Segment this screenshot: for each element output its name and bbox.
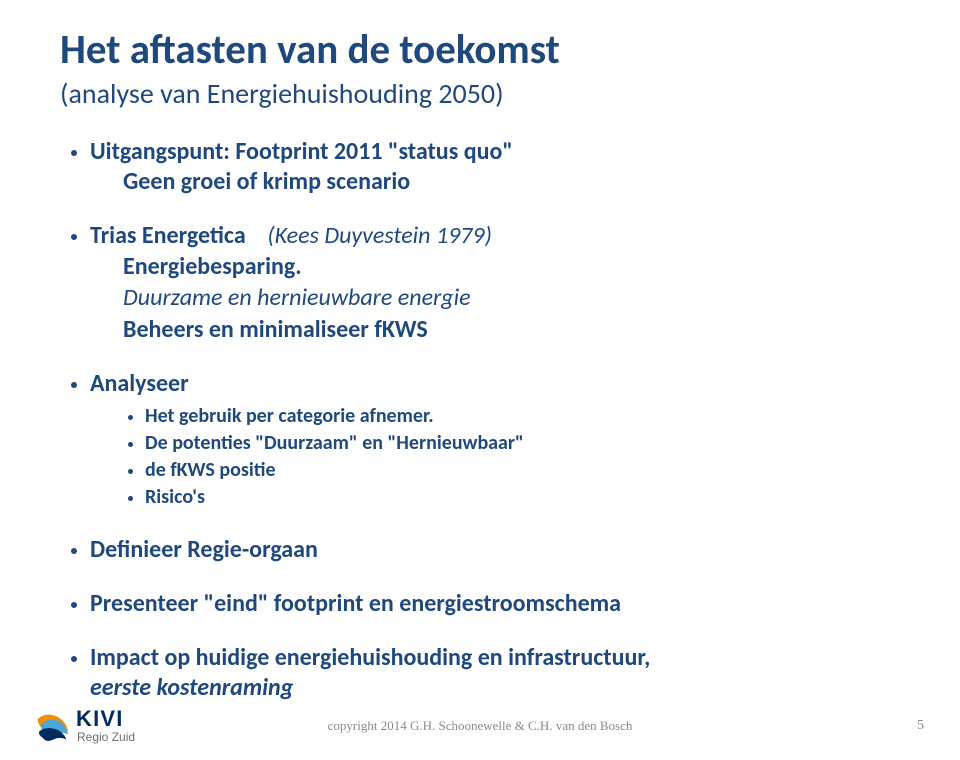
bullet-3: Analyseer Het gebruik per categorie afne… bbox=[90, 369, 900, 511]
bullet-2-line3: Beheers en minimaliseer fKWS bbox=[123, 314, 900, 345]
bullet-2-line1: Energiebesparing. bbox=[123, 251, 900, 282]
bullet-1: Uitgangspunt: Footprint 2011 "status quo… bbox=[90, 137, 900, 197]
bullet-1-text: Uitgangspunt: Footprint 2011 "status quo… bbox=[90, 137, 513, 166]
bullet-3-i1: Het gebruik per categorie afnemer. bbox=[145, 403, 900, 430]
slide-title: Het aftasten van de toekomst bbox=[60, 28, 900, 72]
bullet-2-text-a: Trias Energetica bbox=[90, 221, 246, 250]
bullet-3-i2: De potenties "Duurzaam" en "Hernieuwbaar… bbox=[145, 430, 900, 457]
bullet-list: Uitgangspunt: Footprint 2011 "status quo… bbox=[60, 137, 900, 703]
slide: Het aftasten van de toekomst (analyse va… bbox=[0, 0, 960, 760]
slide-subtitle: (analyse van Energiehuishouding 2050) bbox=[60, 76, 900, 111]
bullet-2: Trias Energetica (Kees Duyvestein 1979) … bbox=[90, 221, 900, 345]
bullet-1-subline: Geen groei of krimp scenario bbox=[123, 167, 900, 197]
bullet-6-text: Impact op huidige energiehuishouding en … bbox=[90, 643, 650, 672]
kivi-logo-text: KIVI bbox=[76, 708, 135, 730]
kivi-logo-subtext: Regio Zuid bbox=[77, 730, 135, 744]
page-number: 5 bbox=[917, 718, 924, 734]
kivi-mark-icon bbox=[36, 709, 70, 743]
bullet-3-i3: de fKWS positie bbox=[145, 457, 900, 484]
bullet-4: Definieer Regie-orgaan bbox=[90, 535, 900, 565]
bullet-5: Presenteer "eind" footprint en energiest… bbox=[90, 589, 900, 619]
bullet-3-inner: Het gebruik per categorie afnemer. De po… bbox=[145, 403, 900, 511]
bullet-3-text: Analyseer bbox=[90, 369, 189, 398]
copyright-text: copyright 2014 G.H. Schoonewelle & C.H. … bbox=[328, 718, 633, 734]
bullet-2-text-b: (Kees Duyvestein 1979) bbox=[267, 221, 491, 250]
bullet-3-i4: Risico's bbox=[145, 484, 900, 511]
kivi-logo: KIVI Regio Zuid bbox=[36, 708, 135, 744]
bullet-2-line2: Duurzame en hernieuwbare energie bbox=[123, 282, 900, 313]
footer: KIVI Regio Zuid copyright 2014 G.H. Scho… bbox=[0, 684, 960, 744]
